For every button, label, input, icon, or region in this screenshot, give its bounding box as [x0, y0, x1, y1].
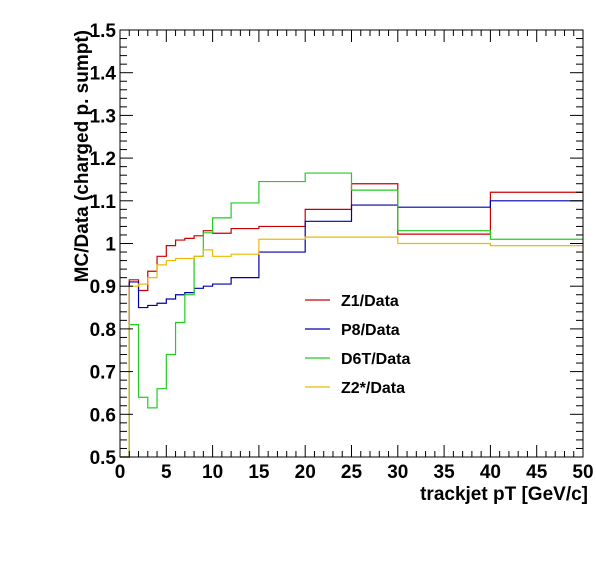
y-tick-label: 1.2: [90, 149, 116, 170]
legend-label: D6T/Data: [341, 351, 410, 368]
x-tick-label: 30: [387, 462, 408, 483]
series-line-z2data: [120, 236, 583, 458]
x-tick-label: 10: [202, 462, 223, 483]
tick-layer: 0 5 10 15 20 25 30 35 40 45 50 0.5 0.6 0.7 0.8 0.9 1 1.1 1…: [90, 21, 594, 483]
x-tick-label: 50: [572, 462, 593, 483]
x-axis-title: trackjet pT [GeV/c]: [420, 484, 588, 505]
y-tick-label: 0.5: [90, 448, 117, 469]
legend-label: Z1/Data: [341, 293, 399, 310]
legend-label: P8/Data: [341, 322, 400, 339]
x-tick-label: 25: [341, 462, 363, 483]
y-tick-label: 1.3: [90, 106, 116, 127]
y-tick-label: 0.8: [90, 320, 116, 341]
y-tick-label: 0.6: [90, 405, 116, 426]
x-tick-label: 0: [115, 462, 126, 483]
legend: Z1/Data P8/Data D6T/Data Z2*/Data: [305, 293, 410, 397]
y-tick-label: 0.9: [90, 277, 116, 298]
y-tick-label: 1.5: [90, 21, 117, 42]
y-axis-title: MC/Data (charged p. sumpt): [72, 30, 93, 282]
legend-label: Z2*/Data: [341, 380, 405, 397]
y-tick-label: 1.4: [90, 64, 117, 85]
x-tick-label: 45: [526, 462, 548, 483]
series-line-p8data: [120, 200, 583, 458]
x-tick-label: 5: [161, 462, 172, 483]
series-layer: [120, 172, 583, 458]
x-tick-label: 35: [434, 462, 456, 483]
x-tick-label: 40: [480, 462, 501, 483]
y-tick-label: 0.7: [90, 363, 116, 384]
x-tick-label: 20: [295, 462, 316, 483]
x-tick-label: 15: [248, 462, 270, 483]
y-tick-label: 1.1: [90, 192, 117, 213]
y-tick-label: 1: [105, 235, 116, 256]
